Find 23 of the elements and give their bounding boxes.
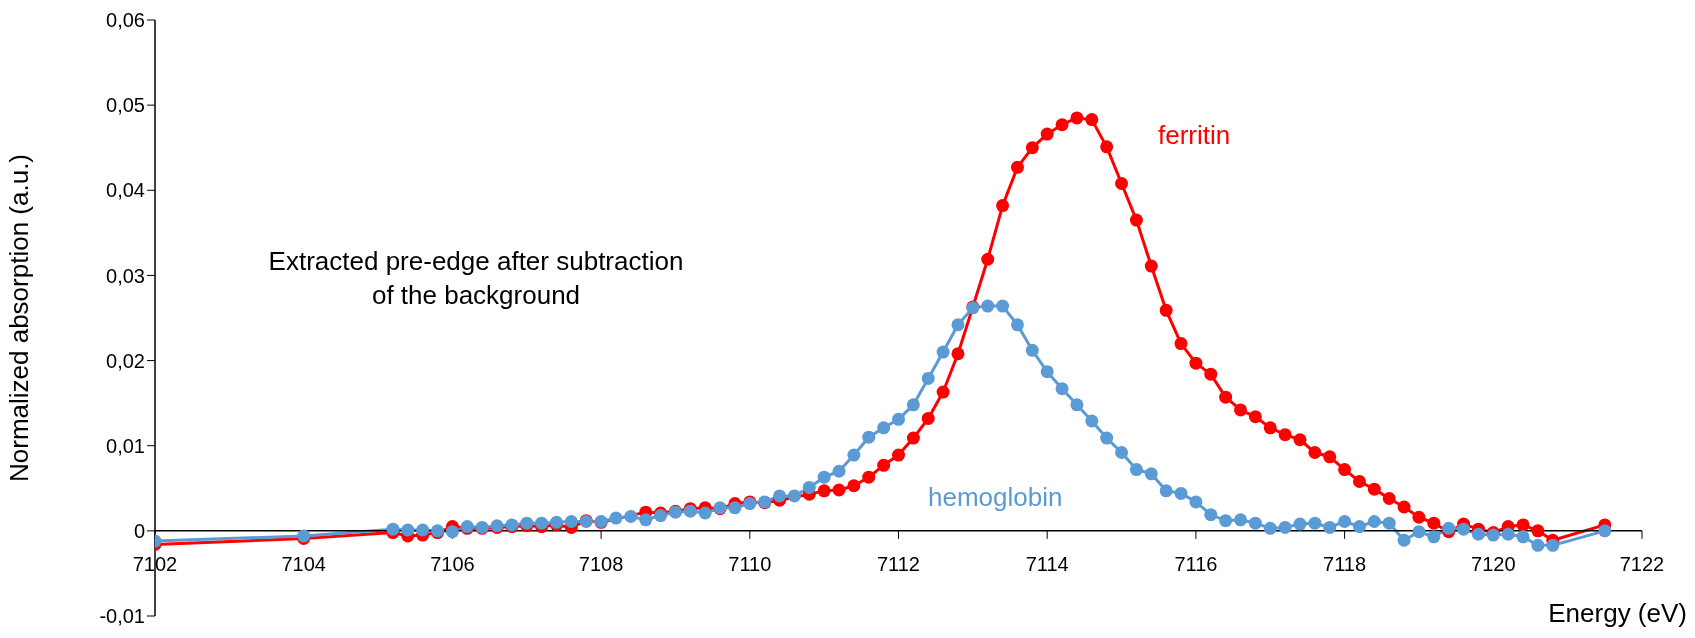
y-tick-label: 0,06 — [106, 9, 145, 32]
y-tick-label: 0,01 — [106, 434, 145, 457]
y-tick-label: 0,03 — [106, 264, 145, 287]
y-tick-label: 0,04 — [106, 179, 145, 202]
y-tick-label: -0,01 — [99, 605, 145, 628]
x-tick-label: 7106 — [430, 553, 475, 576]
x-tick-label: 7114 — [1025, 553, 1069, 576]
x-tick-label: 7120 — [1471, 553, 1516, 576]
series-label: ferritin — [1158, 120, 1231, 151]
x-tick-label: 7122 — [1619, 553, 1665, 576]
annotation: Extracted pre-edge after subtraction of the background — [267, 245, 685, 312]
x-tick-label: 7118 — [1323, 553, 1367, 576]
x-tick-label: 7108 — [578, 553, 624, 576]
x-tick-label: 7110 — [728, 553, 772, 576]
y-tick-label: 0,05 — [106, 94, 145, 117]
x-axis-title: Energy (eV) — [1548, 598, 1687, 629]
y-tick-label: 0 — [133, 519, 145, 542]
x-tick-label: 7104 — [281, 553, 326, 576]
x-tick-label: 7116 — [1174, 553, 1218, 576]
y-tick-label: 0,02 — [106, 349, 145, 372]
y-axis-title: Normalized absorption (a.u.) — [4, 153, 35, 483]
text: hemoglobin — [928, 482, 1063, 513]
x-tick-label: 7112 — [876, 553, 921, 576]
